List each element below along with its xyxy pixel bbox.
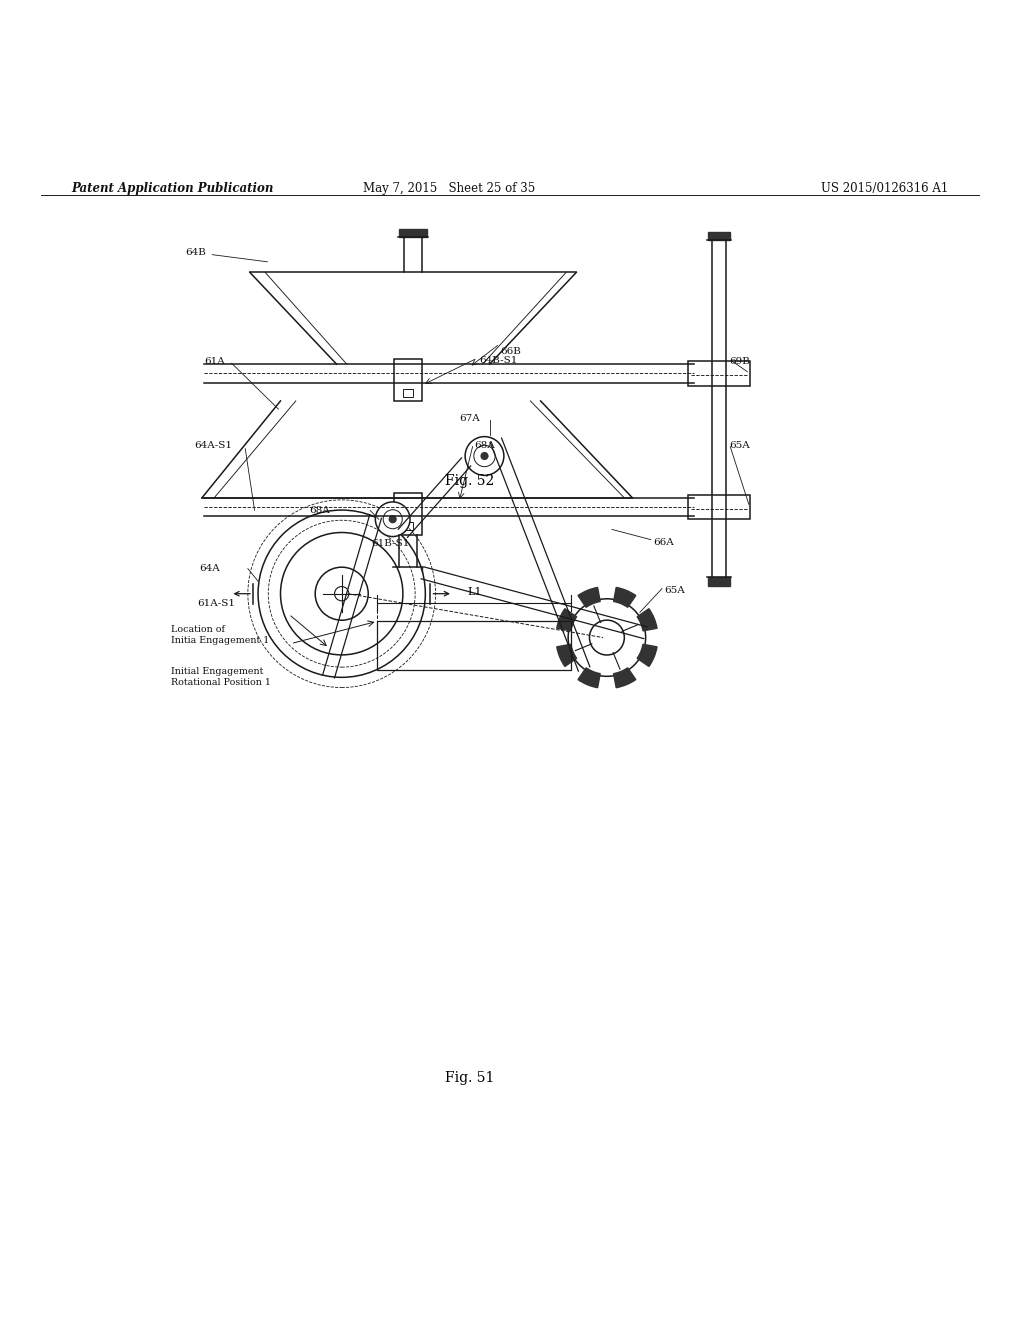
Bar: [393, 568, 422, 576]
Text: 61A: 61A: [204, 356, 224, 366]
Text: 64B: 64B: [185, 248, 267, 261]
Text: 68A: 68A: [309, 506, 329, 515]
Circle shape: [280, 532, 403, 655]
Circle shape: [589, 620, 624, 655]
Text: 64B-S1: 64B-S1: [479, 355, 518, 364]
Circle shape: [375, 502, 410, 537]
Wedge shape: [637, 644, 656, 667]
Circle shape: [388, 515, 396, 523]
Bar: [393, 492, 422, 535]
Text: 68A: 68A: [474, 441, 494, 450]
Text: 64A-S1: 64A-S1: [194, 441, 231, 450]
Bar: [403, 523, 413, 531]
Text: 64A: 64A: [199, 564, 219, 573]
Text: L1: L1: [467, 587, 481, 597]
Bar: [707, 231, 730, 240]
Wedge shape: [613, 668, 635, 688]
Circle shape: [480, 451, 488, 461]
Text: US 2015/0126316 A1: US 2015/0126316 A1: [820, 182, 948, 194]
Text: 67A: 67A: [459, 413, 479, 422]
Bar: [403, 388, 413, 397]
Bar: [398, 228, 427, 236]
Wedge shape: [578, 668, 599, 688]
Text: Patent Application Publication: Patent Application Publication: [71, 182, 273, 194]
Circle shape: [315, 568, 368, 620]
Bar: [688, 495, 749, 519]
Bar: [393, 359, 422, 401]
Text: 65A: 65A: [663, 586, 684, 595]
Wedge shape: [556, 644, 576, 667]
Text: Initial Engagement
Rotational Position 1: Initial Engagement Rotational Position 1: [171, 667, 271, 688]
Circle shape: [568, 599, 645, 676]
Text: 69B: 69B: [729, 356, 749, 366]
Wedge shape: [637, 609, 656, 631]
Bar: [688, 362, 749, 385]
Text: Location of
Initia Engagement 1: Location of Initia Engagement 1: [171, 626, 269, 645]
Wedge shape: [578, 587, 599, 607]
Bar: [707, 577, 730, 586]
Text: 66A: 66A: [652, 539, 673, 548]
Wedge shape: [613, 587, 635, 607]
Circle shape: [258, 510, 425, 677]
Circle shape: [465, 437, 503, 475]
Text: 61B-S1: 61B-S1: [371, 539, 409, 548]
Bar: [377, 622, 571, 671]
Text: Fig. 51: Fig. 51: [444, 1072, 493, 1085]
Wedge shape: [556, 609, 576, 631]
Text: Fig. 52: Fig. 52: [444, 474, 493, 488]
Text: 61A-S1: 61A-S1: [197, 599, 234, 609]
Text: May 7, 2015   Sheet 25 of 35: May 7, 2015 Sheet 25 of 35: [363, 182, 534, 194]
Text: 66B: 66B: [499, 347, 520, 356]
Text: 65A: 65A: [729, 441, 749, 450]
